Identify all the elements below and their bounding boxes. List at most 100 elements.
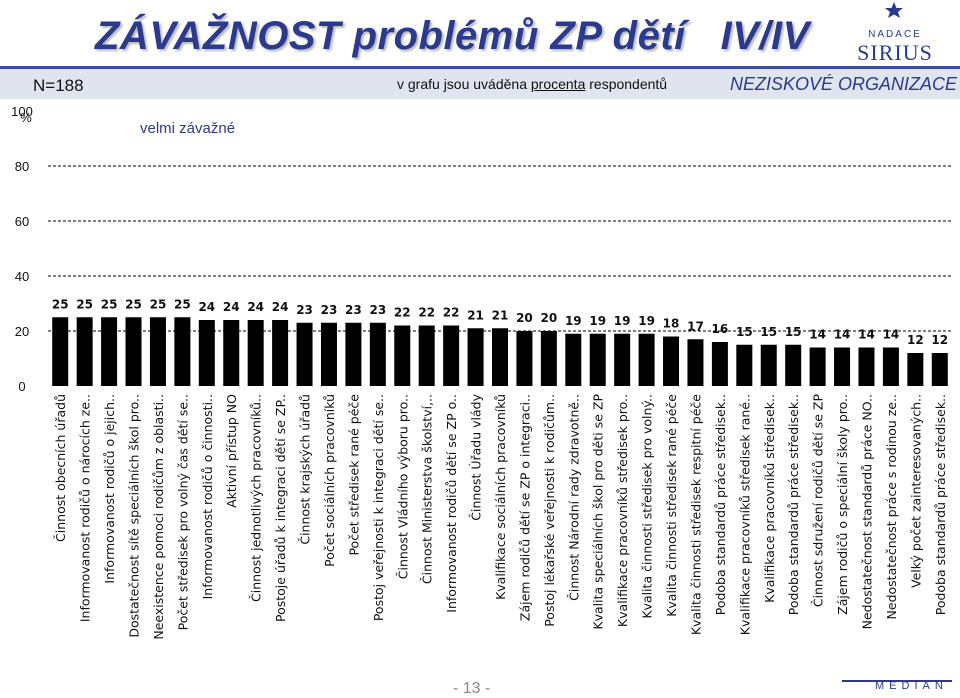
bar-value-label: 23 [296, 303, 313, 317]
category-label: Počet sociálních pracovníků [322, 394, 337, 567]
bar [711, 342, 728, 386]
bar-value-label: 19 [589, 314, 606, 328]
y-tick-label: 100 [11, 104, 33, 119]
bar [272, 320, 289, 386]
category-label: Nedostatečnost práce s rodinou ze.. [884, 394, 899, 619]
bar [418, 325, 435, 386]
category-label: Velký počet zainteresovaných.. [908, 394, 923, 588]
bar [174, 317, 191, 386]
bar [565, 333, 582, 386]
subtitle-part-1: v grafu jsou uváděna [397, 76, 531, 92]
bar [198, 320, 215, 386]
category-label: Činnost obecních úřadů [53, 394, 68, 542]
bar-value-label: 23 [369, 303, 386, 317]
bar [125, 317, 142, 386]
category-label: Činnost Vládního výboru pro.. [395, 394, 410, 579]
category-label: Podoba standardů práce středisek.. [713, 394, 728, 615]
sample-size-label: N=188 [33, 76, 84, 95]
bar [834, 347, 851, 386]
median-logo-bar [842, 680, 952, 686]
category-label: Informovanost rodičů o jejich.. [102, 394, 117, 584]
median-logo: MEDIAN [875, 680, 948, 692]
bar-value-label: 17 [687, 319, 704, 333]
bar-value-label: 23 [345, 303, 362, 317]
category-label: Dostatečnost sítě speciálních škol pro.. [127, 394, 142, 638]
category-label: Činnost sdružení rodičů dětí se ZP [811, 394, 826, 608]
bar [52, 317, 69, 386]
y-unit-label: % [20, 110, 32, 125]
legend-label: velmi závažné [140, 120, 235, 137]
bar [931, 353, 948, 386]
bar [760, 344, 777, 386]
category-label: Činnost krajských úřadů [298, 394, 313, 545]
category-label: Kvalita speciálních škol pro děti se ZP [591, 394, 606, 630]
y-tick-label: 0 [18, 379, 25, 394]
bar [687, 339, 704, 386]
bar-value-label: 14 [858, 328, 875, 342]
bar-value-label: 15 [760, 325, 777, 339]
bar-value-label: 24 [247, 300, 264, 314]
bar-value-label: 19 [614, 314, 631, 328]
bar-value-label: 25 [52, 297, 69, 311]
bar-value-label: 15 [736, 325, 753, 339]
category-label: Kvalifikace sociálních pracovníků [493, 394, 508, 600]
bar [345, 322, 362, 386]
bar [663, 336, 680, 386]
bar-value-label: 20 [516, 311, 533, 325]
category-label: Kvalifikace pracovníků středisek.. [762, 394, 777, 603]
bar-value-label: 24 [272, 300, 289, 314]
category-label: Podoba standardů práce středisek.. [786, 394, 801, 615]
category-label: Podoba standardů práce středisek.. [933, 394, 948, 615]
y-tick-label: 60 [15, 214, 29, 229]
bar-value-label: 14 [809, 328, 826, 342]
category-label: Aktivní přístup NO [224, 394, 239, 508]
category-label: Postoj veřejnosti k integraci dětí se.. [371, 394, 386, 621]
category-label: Neexistence pomoci rodičům z oblasti.. [151, 394, 166, 640]
bar-value-label: 12 [931, 333, 948, 347]
category-label: Informovanost rodičů o činnosti.. [200, 394, 215, 599]
bar-value-label: 18 [663, 317, 680, 331]
bar-value-label: 14 [834, 328, 851, 342]
category-label: Kvalita činnosti středisek pro volný.. [640, 394, 655, 619]
category-label: Informovanost rodičů dětí se ZP o.. [444, 394, 459, 613]
bar-value-label: 22 [443, 306, 460, 320]
bar-value-label: 16 [712, 322, 729, 336]
bar [369, 322, 386, 386]
bar-value-label: 24 [223, 300, 240, 314]
bar [443, 325, 460, 386]
bar [149, 317, 166, 386]
bar-value-label: 14 [883, 328, 900, 342]
subtitle: v grafu jsou uváděna procenta respondent… [397, 76, 667, 92]
bar-value-label: 25 [101, 297, 118, 311]
bar-value-label: 24 [198, 300, 215, 314]
y-tick-label: 40 [15, 269, 29, 284]
bar-value-label: 15 [785, 325, 802, 339]
bar-value-label: 21 [492, 308, 509, 322]
bar [809, 347, 826, 386]
category-label: Nedostatečnost standardů práce NO.. [859, 394, 874, 629]
category-label: Kvalita činnosti středisek respitní péče [688, 394, 703, 635]
bar [467, 328, 484, 386]
bar [540, 331, 557, 386]
bar [101, 317, 118, 386]
bar [785, 344, 802, 386]
category-label: Kvalifikace pracovníků středisek rané.. [737, 394, 752, 635]
bar-value-label: 25 [150, 297, 167, 311]
y-tick-label: 20 [15, 324, 29, 339]
category-label: Počet středisek pro volný čas dětí se.. [175, 394, 190, 630]
category-label: Kvalifikace pracovníků středisek pro.. [615, 394, 630, 627]
bar [614, 333, 631, 386]
bar [223, 320, 240, 386]
category-label: Činnost jednotlivých pracovníků.. [249, 394, 264, 602]
logo-sirius-big: SIRIUS [857, 40, 933, 65]
category-label: Činnost Úřadu vlády [469, 393, 484, 520]
bar [247, 320, 264, 386]
organization-type-label: NEZISKOVÉ ORGANIZACE [730, 74, 958, 94]
bar-value-label: 12 [907, 333, 924, 347]
bar [76, 317, 93, 386]
bar-value-label: 25 [125, 297, 142, 311]
bar-value-label: 21 [467, 308, 484, 322]
category-label: Informovanost rodičů o nárocích ze.. [78, 394, 93, 622]
bar [882, 347, 899, 386]
